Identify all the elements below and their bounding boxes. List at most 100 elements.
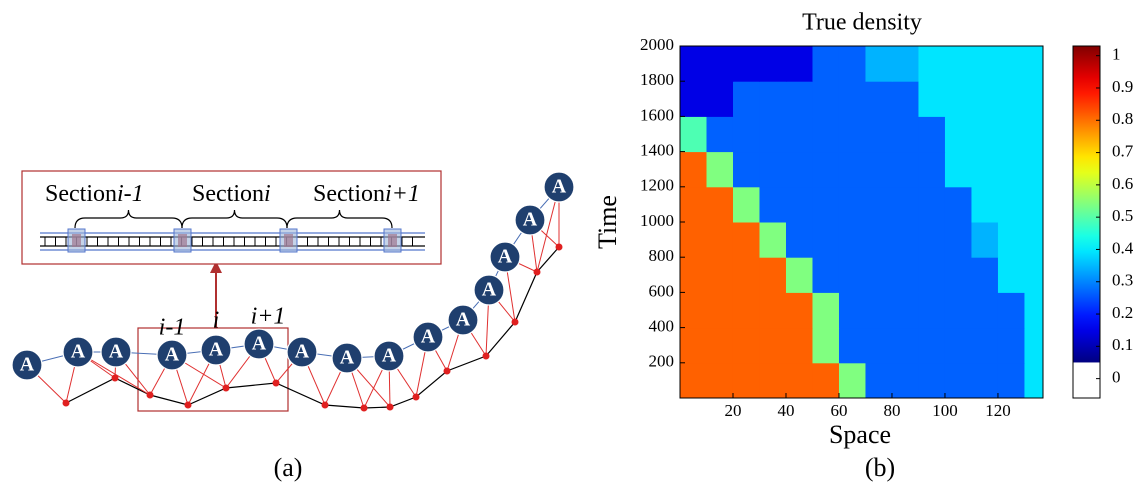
heat-cell <box>732 257 760 293</box>
chart-title: True density <box>802 10 922 36</box>
agent-letter: A <box>523 209 538 231</box>
colorbar-tick-label: 0.4 <box>1112 238 1134 257</box>
heat-cell <box>918 81 946 117</box>
heat-cell <box>971 46 999 82</box>
heat-cell <box>865 222 893 258</box>
colorbar-tick-label: 0.9 <box>1112 77 1133 96</box>
sensor-core <box>178 234 187 247</box>
brace <box>181 209 288 229</box>
colorbar-tick-label: 0.1 <box>1112 335 1133 354</box>
heat-cell <box>971 222 999 258</box>
heat-cell <box>944 327 972 364</box>
heat-cell <box>732 362 760 398</box>
sensor-dot <box>482 352 490 360</box>
heat-cell <box>680 257 707 293</box>
heat-cell <box>944 151 972 188</box>
heat-cell <box>944 186 972 223</box>
agent-node <box>200 334 232 366</box>
heat-cell <box>944 257 972 293</box>
sensor-dot <box>533 268 541 276</box>
heat-cell <box>706 362 734 398</box>
heat-cell <box>944 292 972 329</box>
heat-cell <box>732 81 760 117</box>
caption: (b) <box>865 453 895 482</box>
agent-node <box>11 349 43 381</box>
heat-cell <box>812 151 840 188</box>
agent-node <box>447 304 479 336</box>
sensor-dot <box>272 379 280 387</box>
heat-cell <box>918 327 946 364</box>
heat-cell <box>918 186 946 223</box>
heat-cell <box>918 257 946 293</box>
heat-cell <box>759 222 787 258</box>
heat-cell <box>838 151 866 188</box>
heat-cell <box>971 186 999 223</box>
y-tick-label: 1000 <box>640 211 674 230</box>
colorbar-tick-label: 0.6 <box>1112 174 1133 193</box>
heat-cell <box>997 81 1025 117</box>
heat-cell <box>759 46 787 82</box>
heat-cell <box>706 257 734 293</box>
heat-cell <box>1024 81 1043 117</box>
agent-node <box>156 339 188 371</box>
sensor-dot <box>443 367 451 375</box>
agent-letter: A <box>165 344 180 366</box>
heat-cell <box>997 222 1025 258</box>
panel-b: True density Space Time (b) 0 0.1 0.2 0.3 0.… <box>593 10 1134 482</box>
section-label: Sectioni <box>192 181 271 207</box>
x-tick-label: 120 <box>985 401 1011 420</box>
panel-a: Sectioni-1 Sectioni Sectioni+1 AA A A A A A A A… <box>11 170 575 482</box>
heat-cell <box>1024 292 1043 329</box>
heat-cell <box>706 327 734 364</box>
heat-cell <box>997 327 1025 364</box>
x-axis-label: Space <box>829 420 891 449</box>
y-axis-label: Time <box>593 195 622 249</box>
heat-cell <box>997 292 1025 329</box>
sensor-dot <box>111 374 119 382</box>
heat-cell <box>865 292 893 329</box>
heat-cell <box>838 222 866 258</box>
selection-box <box>137 327 289 412</box>
heat-cell <box>785 292 813 329</box>
heatmap <box>680 46 1043 398</box>
heat-cell <box>680 81 707 117</box>
heat-cell <box>1024 327 1043 364</box>
heat-cell <box>944 116 972 153</box>
y-tick-label: 2000 <box>640 35 674 54</box>
y-tick-label: 800 <box>649 246 675 265</box>
heat-cell <box>706 116 734 153</box>
colorbar-tick-label: 0.8 <box>1112 109 1133 128</box>
brace <box>74 209 183 229</box>
arrow-head <box>210 261 222 273</box>
heat-cell <box>971 151 999 188</box>
heat-cell <box>1024 46 1043 82</box>
heat-cell <box>785 151 813 188</box>
heat-cell <box>812 362 840 398</box>
heat-cell <box>944 222 972 258</box>
heat-cell <box>997 151 1025 188</box>
x-tick-label: 80 <box>883 401 900 420</box>
heat-cell <box>891 81 919 117</box>
y-tick-label: 1200 <box>640 176 674 195</box>
heat-cell <box>865 151 893 188</box>
heat-cell <box>865 362 893 398</box>
heat-cell <box>1024 362 1043 398</box>
x-tick-label: 100 <box>932 401 958 420</box>
heat-cell <box>838 257 866 293</box>
heat-cell <box>680 362 707 398</box>
agent-letter: A <box>109 341 124 363</box>
y-tick-label: 200 <box>649 352 675 371</box>
heat-cell <box>838 46 866 82</box>
heat-cell <box>812 81 840 117</box>
agent-letter: A <box>295 341 310 363</box>
heat-cell <box>732 186 760 223</box>
heat-cell <box>785 362 813 398</box>
sensor-dot <box>555 243 563 251</box>
sensor-dot <box>386 403 394 411</box>
heat-cell <box>865 257 893 293</box>
heat-cell <box>944 46 972 82</box>
heat-cell <box>838 362 866 398</box>
heat-cell <box>732 46 760 82</box>
agent-node <box>100 336 132 368</box>
